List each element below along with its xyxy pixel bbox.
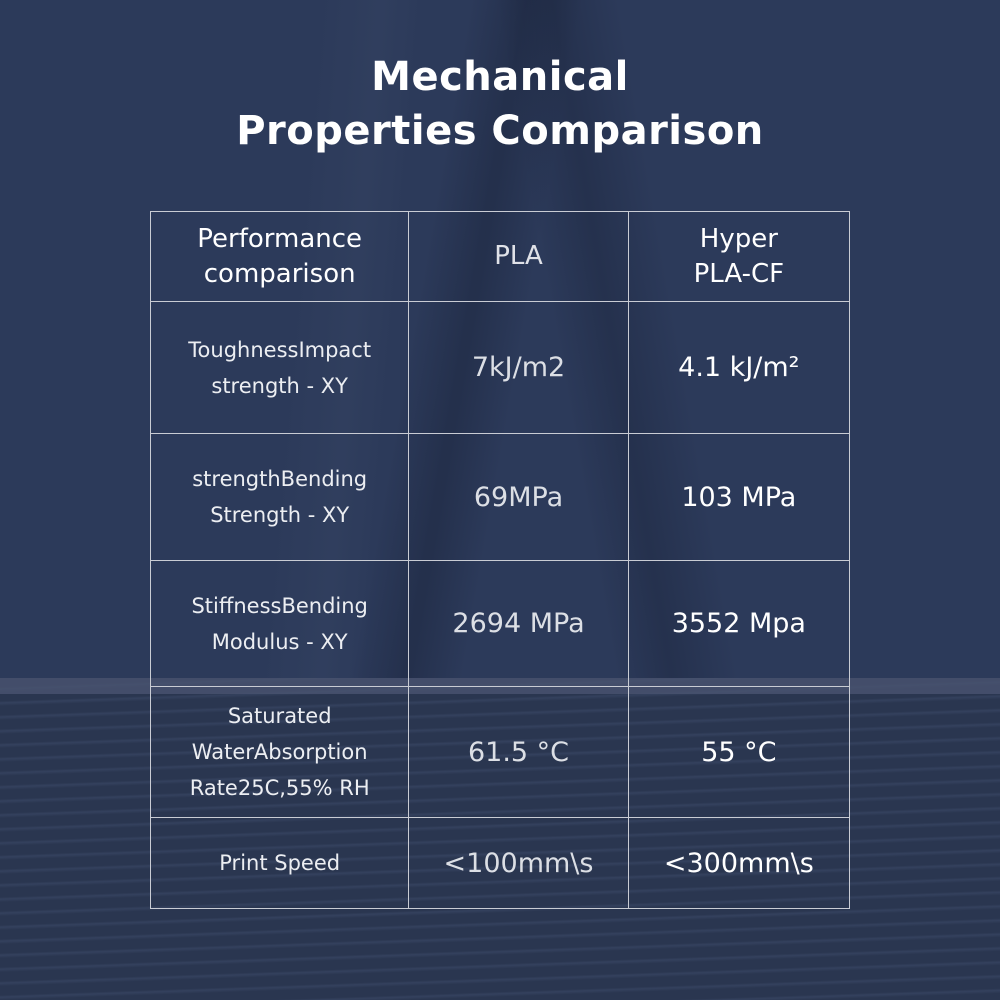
header-text: PLA — [494, 241, 543, 271]
label-line: Saturated — [227, 704, 332, 728]
label-line: WaterAbsorption — [191, 740, 368, 764]
row-label: ToughnessImpact strength - XY — [149, 301, 410, 434]
pla-value: 69MPa — [408, 433, 629, 561]
table-row: strengthBending Strength - XY 69MPa 103 … — [149, 433, 851, 561]
hyper-value: 103 MPa — [627, 433, 851, 561]
label-line: StiffnessBending — [191, 593, 368, 618]
pla-value: 7kJ/m2 — [408, 301, 629, 434]
table-row: Saturated WaterAbsorption Rate25C,55% RH… — [149, 686, 851, 818]
row-label: StiffnessBending Modulus - XY — [149, 560, 410, 687]
page-title: Mechanical Properties Comparison — [0, 50, 1000, 158]
table-row: ToughnessImpact strength - XY 7kJ/m2 4.1… — [149, 301, 851, 434]
table-header-row: Performance comparison PLA Hyper PLA-CF — [149, 211, 851, 302]
header-hyper-pla-cf: Hyper PLA-CF — [627, 211, 851, 302]
hyper-value: 4.1 kJ/m² — [627, 301, 851, 434]
label-line: strengthBending — [192, 467, 368, 491]
row-label: Print Speed — [149, 817, 410, 909]
pla-value: 61.5 °C — [408, 686, 629, 818]
header-pla: PLA — [408, 211, 629, 302]
label-line: Strength - XY — [210, 503, 350, 527]
row-label: strengthBending Strength - XY — [149, 433, 410, 561]
pla-value: <100mm\s — [408, 817, 629, 909]
header-text: PLA-CF — [693, 258, 785, 289]
title-line-2: Properties Comparison — [236, 108, 764, 154]
hyper-value: 3552 Mpa — [627, 560, 851, 687]
hyper-value: <300mm\s — [627, 817, 851, 909]
hyper-value: 55 °C — [627, 686, 851, 818]
header-text: Hyper — [699, 223, 778, 254]
header-performance: Performance comparison — [149, 211, 410, 302]
label-line: Modulus - XY — [211, 629, 348, 654]
label-line: Rate25C,55% RH — [189, 776, 370, 800]
label-line: strength - XY — [211, 373, 348, 398]
row-label: Saturated WaterAbsorption Rate25C,55% RH — [149, 686, 410, 818]
table-row: StiffnessBending Modulus - XY 2694 MPa 3… — [149, 560, 851, 687]
pla-value: 2694 MPa — [408, 560, 629, 687]
table-row: Print Speed <100mm\s <300mm\s — [149, 817, 851, 909]
comparison-table: Performance comparison PLA Hyper PLA-CF … — [149, 211, 851, 909]
label-line: ToughnessImpact — [188, 337, 372, 362]
title-line-1: Mechanical — [371, 54, 629, 100]
header-text: Performance — [197, 223, 363, 254]
header-text: comparison — [203, 258, 356, 289]
label-line: Print Speed — [219, 851, 341, 875]
